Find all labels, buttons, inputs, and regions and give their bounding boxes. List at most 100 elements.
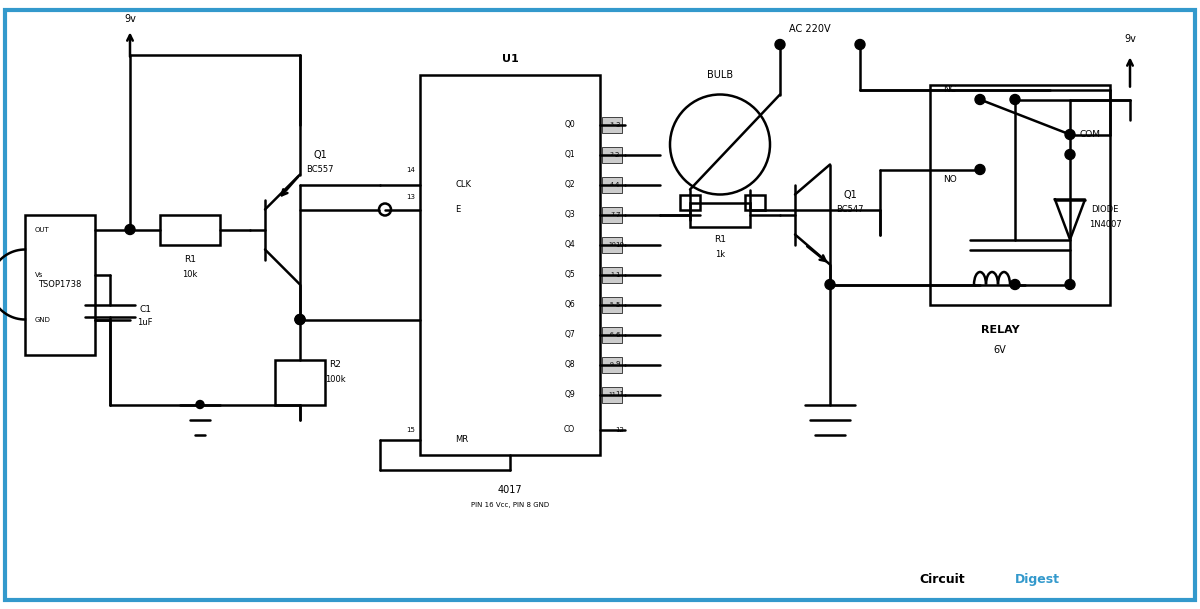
- Text: 11: 11: [608, 392, 616, 397]
- Bar: [602, 236, 622, 253]
- Text: BULB: BULB: [707, 69, 733, 80]
- Text: CO: CO: [564, 425, 575, 434]
- Text: 5: 5: [610, 302, 614, 307]
- Text: 1uF: 1uF: [137, 318, 152, 327]
- Text: R2: R2: [329, 360, 341, 369]
- Text: COM: COM: [1080, 130, 1100, 139]
- Bar: [745, 194, 766, 209]
- Circle shape: [775, 40, 785, 49]
- Text: R1: R1: [714, 235, 726, 244]
- Text: 5: 5: [616, 301, 619, 308]
- Circle shape: [1066, 280, 1075, 289]
- Text: 12: 12: [616, 426, 624, 432]
- Text: 14: 14: [406, 166, 415, 172]
- Text: 6: 6: [616, 331, 619, 337]
- Text: 7: 7: [610, 212, 614, 217]
- Text: 3: 3: [616, 122, 619, 127]
- Circle shape: [1010, 94, 1020, 105]
- Text: Circuit: Circuit: [919, 573, 965, 586]
- Bar: [602, 267, 622, 283]
- Bar: [160, 214, 220, 244]
- Text: U1: U1: [502, 54, 518, 65]
- Text: CLK: CLK: [455, 180, 470, 189]
- Circle shape: [826, 280, 835, 289]
- Text: 4: 4: [616, 181, 619, 188]
- Text: Q9: Q9: [564, 390, 575, 399]
- Text: 3: 3: [610, 122, 614, 127]
- Text: 100k: 100k: [325, 375, 346, 384]
- Text: Vs: Vs: [35, 272, 43, 278]
- Text: RELAY: RELAY: [980, 325, 1019, 334]
- Text: 9: 9: [616, 362, 619, 367]
- Text: OUT: OUT: [35, 227, 49, 233]
- Circle shape: [974, 164, 985, 175]
- Text: Q6: Q6: [564, 300, 575, 309]
- Circle shape: [1066, 149, 1075, 160]
- Circle shape: [1010, 280, 1020, 289]
- Circle shape: [1066, 130, 1075, 139]
- Bar: [602, 297, 622, 312]
- Text: 10: 10: [616, 242, 624, 247]
- Circle shape: [295, 314, 305, 325]
- Bar: [602, 147, 622, 163]
- Circle shape: [974, 94, 985, 105]
- Text: Q1: Q1: [313, 149, 326, 160]
- Circle shape: [854, 40, 865, 49]
- Text: NC: NC: [943, 85, 956, 94]
- Text: PIN 16 Vcc, PIN 8 GND: PIN 16 Vcc, PIN 8 GND: [470, 501, 550, 507]
- Text: 11: 11: [616, 392, 624, 398]
- Bar: [420, 74, 600, 454]
- Text: 10: 10: [608, 242, 616, 247]
- Text: 6V: 6V: [994, 345, 1007, 354]
- Circle shape: [196, 401, 204, 409]
- Text: TSOP1738: TSOP1738: [38, 280, 82, 289]
- Text: Q8: Q8: [564, 360, 575, 369]
- Text: Q1: Q1: [844, 189, 857, 200]
- Text: MR: MR: [455, 435, 468, 444]
- Text: 7: 7: [616, 211, 619, 217]
- Text: 2: 2: [616, 152, 619, 158]
- Text: 9: 9: [610, 362, 614, 367]
- Text: 9v: 9v: [124, 15, 136, 24]
- Text: Q5: Q5: [564, 270, 575, 279]
- Text: 6: 6: [610, 332, 614, 337]
- Text: Q0: Q0: [564, 120, 575, 129]
- Text: GND: GND: [35, 317, 50, 323]
- Circle shape: [295, 314, 305, 325]
- Text: DIODE: DIODE: [1091, 205, 1118, 214]
- Text: R1: R1: [184, 255, 196, 264]
- Text: 1: 1: [616, 272, 619, 278]
- Text: 1: 1: [610, 272, 614, 277]
- Text: 15: 15: [406, 426, 415, 432]
- Bar: [680, 194, 700, 209]
- Text: Digest: Digest: [1015, 573, 1060, 586]
- Bar: [602, 206, 622, 222]
- Text: 1N4007: 1N4007: [1088, 220, 1121, 229]
- Bar: [25, 214, 95, 354]
- Text: E: E: [455, 205, 461, 214]
- Bar: [690, 203, 750, 227]
- Text: Q1: Q1: [564, 150, 575, 159]
- Text: Q7: Q7: [564, 330, 575, 339]
- Text: Q4: Q4: [564, 240, 575, 249]
- Text: BC557: BC557: [306, 165, 334, 174]
- Bar: [602, 177, 622, 192]
- Text: NO: NO: [943, 175, 956, 184]
- Bar: [930, 85, 1110, 304]
- Text: 4: 4: [610, 182, 614, 187]
- Bar: [602, 387, 622, 403]
- Text: C1: C1: [139, 305, 151, 314]
- Text: 4017: 4017: [498, 485, 522, 495]
- Bar: [602, 116, 622, 133]
- Bar: [275, 359, 325, 404]
- Text: Q2: Q2: [564, 180, 575, 189]
- Text: BC547: BC547: [836, 205, 864, 214]
- Text: 13: 13: [406, 194, 415, 200]
- Bar: [602, 326, 622, 342]
- Text: Q3: Q3: [564, 210, 575, 219]
- Text: 10k: 10k: [182, 270, 198, 279]
- Text: 9v: 9v: [1124, 35, 1136, 44]
- Text: 1k: 1k: [715, 250, 725, 259]
- Text: 2: 2: [610, 152, 614, 157]
- Circle shape: [125, 225, 134, 234]
